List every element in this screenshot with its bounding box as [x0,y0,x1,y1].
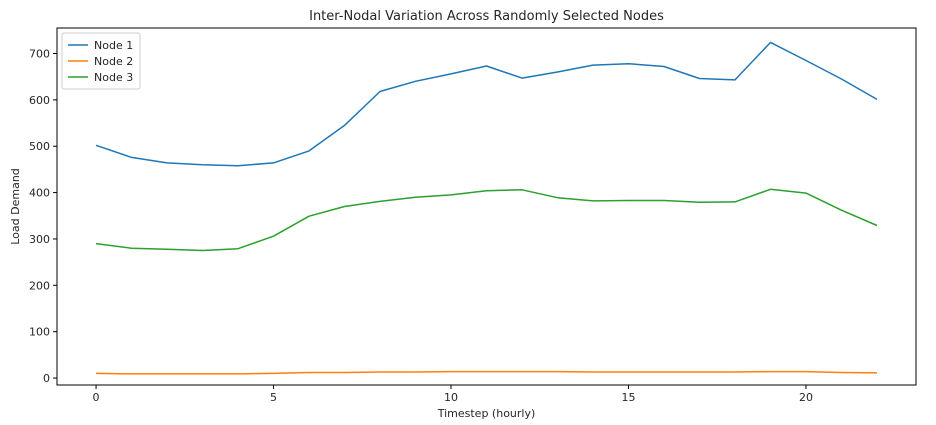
x-axis: 0 5 10 15 20 [93,385,813,404]
legend: Node 1 Node 2 Node 3 [61,32,141,90]
series-line-2 [95,370,878,375]
y-axis-label: Load Demand [9,168,22,245]
chart-title: Inter-Nodal Variation Across Randomly Se… [309,9,664,24]
x-tick-label: 20 [799,391,813,404]
y-tick-label: 600 [29,94,50,107]
y-tick-label: 200 [29,279,50,292]
x-axis-label: Timestep (hourly) [437,407,536,420]
series-line-3 [95,188,878,252]
x-tick-label: 15 [621,391,635,404]
series-lines [95,41,878,375]
y-tick-label: 300 [29,233,50,246]
y-tick-label: 100 [29,326,50,339]
y-tick-label: 0 [43,372,50,385]
plot-area [56,27,917,386]
series-line-1 [95,41,878,167]
legend-label: Node 3 [94,71,133,84]
y-tick-label: 500 [29,140,50,153]
x-tick-label: 10 [444,391,458,404]
x-tick-label: 5 [270,391,277,404]
legend-label: Node 2 [94,55,133,68]
y-tick-label: 700 [29,48,50,61]
y-axis: 0 100 200 300 400 500 600 700 [29,48,57,385]
y-tick-label: 400 [29,187,50,200]
x-tick-label: 0 [93,391,100,404]
legend-box [61,32,141,90]
legend-label: Node 1 [94,39,133,52]
